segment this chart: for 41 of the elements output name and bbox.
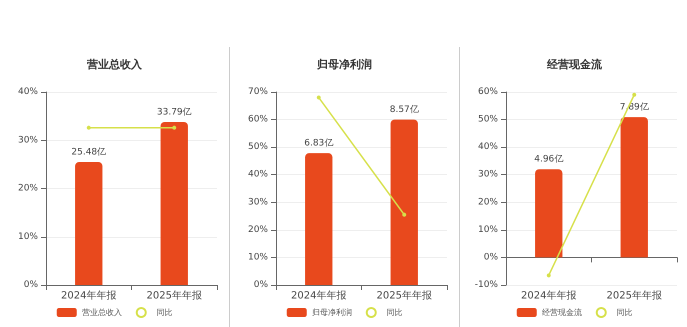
y-tick-label: 40% [248, 170, 268, 180]
y-tick-label: 30% [478, 170, 498, 180]
y-tick-label: 10% [478, 224, 498, 235]
y-tick-label: 60% [248, 114, 268, 125]
y-tick-label: 0% [254, 280, 268, 290]
y-tick-label: -10% [474, 280, 498, 290]
y-tick-label: 10% [248, 252, 268, 262]
y-tick-label: 10% [18, 232, 38, 242]
data-label: 4.96亿 [534, 154, 564, 165]
y-tick-label: 60% [478, 87, 498, 97]
legend-label: 归母净利润 [312, 308, 352, 317]
legend-label: 同比 [156, 308, 172, 317]
data-label: 6.83亿 [304, 138, 334, 149]
legend-label: 营业总收入 [82, 308, 122, 317]
legend-label: 同比 [386, 308, 402, 317]
y-tick-label: 20% [18, 184, 38, 194]
legend-label: 同比 [616, 308, 632, 317]
y-tick-label: 40% [478, 142, 498, 152]
x-tick-label: 2024年年报 [61, 290, 116, 302]
y-tick-label: 40% [18, 87, 38, 97]
chart-title: 经营现金流 [546, 58, 603, 71]
y-tick-label: 0% [24, 280, 38, 290]
y-tick-label: 0% [484, 252, 498, 262]
chart-title: 归母净利润 [316, 58, 372, 71]
y-tick-label: 20% [248, 224, 268, 235]
legend-label: 经营现金流 [542, 308, 582, 317]
x-tick-label: 2025年年报 [376, 290, 432, 302]
data-label: 33.79亿 [156, 106, 192, 118]
data-label: 8.57亿 [390, 104, 419, 116]
y-tick-label: 50% [478, 114, 498, 125]
x-tick-label: 2025年年报 [606, 290, 662, 302]
data-label: 25.48亿 [71, 146, 106, 158]
y-tick-label: 30% [18, 135, 38, 146]
y-tick-label: 70% [248, 87, 268, 97]
chart-title: 营业总收入 [86, 58, 143, 71]
x-tick-label: 2025年年报 [146, 290, 202, 302]
x-tick-label: 2024年年报 [521, 290, 576, 302]
y-tick-label: 30% [248, 197, 268, 208]
y-tick-label: 50% [248, 142, 268, 152]
x-tick-label: 2024年年报 [291, 290, 346, 302]
y-tick-label: 20% [478, 197, 498, 208]
